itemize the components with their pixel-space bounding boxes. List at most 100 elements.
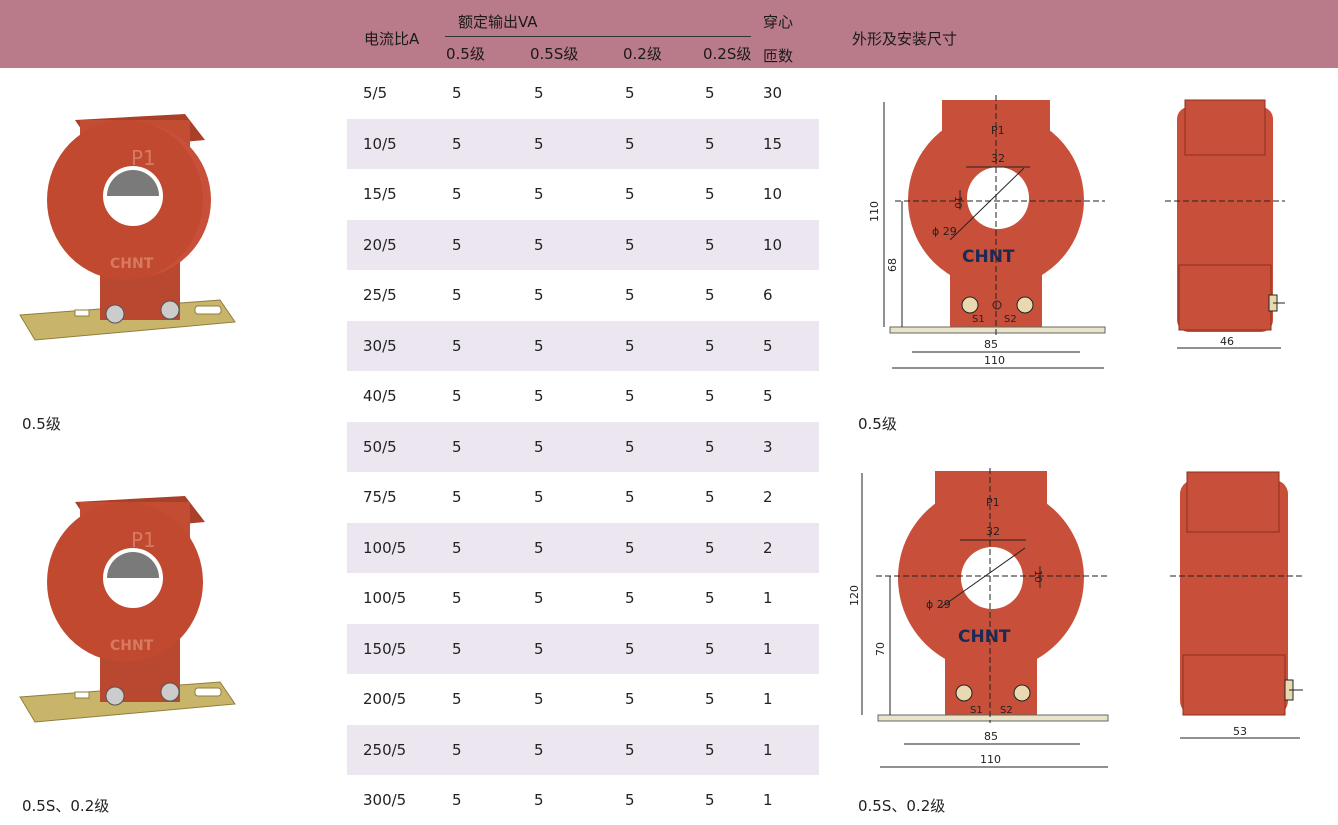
cell-c02s: 5 [705, 437, 715, 456]
cell-turns: 2 [763, 488, 773, 506]
brand-label: CHNT [962, 247, 1015, 267]
cell-c02: 5 [625, 639, 635, 658]
cell-c05s: 5 [534, 740, 544, 759]
table-row: 15/5 5 5 5 5 10 [347, 169, 819, 219]
turns-header-bottom: 匝数 [763, 47, 794, 65]
table-row: 50/5 5 5 5 5 3 [347, 421, 819, 472]
cell-c02: 5 [625, 538, 635, 557]
cell-c05: 5 [452, 791, 462, 809]
cell-c05: 5 [452, 538, 462, 557]
cell-c05: 5 [452, 185, 462, 203]
cell-c02s: 5 [705, 286, 715, 304]
cell-c05s: 5 [534, 488, 544, 506]
dim-phi29: ϕ 29 [926, 598, 951, 611]
table-row: 30/5 5 5 5 5 5 [347, 320, 819, 371]
dimension-drawing-bottom-side: 53 [1170, 471, 1305, 739]
cell-c05s: 5 [534, 84, 544, 102]
photo-bottom-caption: 0.5S、0.2级 [22, 797, 110, 815]
dim-phi29: ϕ 29 [932, 225, 957, 238]
cell-c05s: 5 [534, 134, 544, 153]
cell-turns: 10 [763, 185, 783, 203]
table-row: 200/5 5 5 5 5 1 [347, 674, 819, 724]
cell-c02: 5 [625, 84, 635, 102]
photo-brand-label: CHNT [110, 638, 154, 654]
cell-c02s: 5 [705, 740, 715, 759]
cell-c05: 5 [452, 84, 462, 102]
brand-label: CHNT [958, 627, 1011, 647]
table-row: 150/5 5 5 5 5 1 [347, 623, 819, 674]
transformer-photo-top: P1 CHNT [19, 114, 236, 341]
s1-label: S1 [972, 314, 985, 325]
table-row: 300/5 5 5 5 5 1 [347, 775, 819, 825]
dim-110-horizontal: 110 [984, 354, 1005, 367]
cell-c05s: 5 [534, 235, 544, 254]
cell-c02: 5 [625, 791, 635, 809]
cell-c02s: 5 [705, 690, 715, 708]
cell-turns: 6 [763, 286, 773, 304]
cell-c02s: 5 [705, 134, 715, 153]
dim-70: 70 [874, 642, 887, 656]
cell-ratio: 30/5 [363, 336, 397, 355]
cell-c05: 5 [452, 286, 462, 304]
cell-c02s: 5 [705, 84, 715, 102]
cell-ratio: 15/5 [363, 185, 397, 203]
cell-ratio: 20/5 [363, 235, 397, 254]
cell-c05s: 5 [534, 639, 544, 658]
s2-label: S2 [1000, 705, 1013, 716]
cell-c02: 5 [625, 185, 635, 203]
dim-32: 32 [991, 152, 1005, 165]
cell-c05s: 5 [534, 437, 544, 456]
cell-ratio: 150/5 [363, 639, 407, 658]
cell-c02: 5 [625, 589, 635, 607]
cell-c02: 5 [625, 690, 635, 708]
cell-turns: 1 [763, 639, 773, 658]
cell-turns: 5 [763, 336, 773, 355]
cell-c02s: 5 [705, 235, 715, 254]
cell-ratio: 5/5 [363, 84, 388, 102]
cell-c05: 5 [452, 336, 462, 355]
cell-c05s: 5 [534, 690, 544, 708]
cell-ratio: 75/5 [363, 488, 397, 506]
cell-c05s: 5 [534, 185, 544, 203]
table-row: 100/5 5 5 5 5 1 [347, 573, 819, 623]
cell-c02: 5 [625, 387, 635, 405]
class-02-header: 0.2级 [623, 45, 662, 63]
class-02s-header: 0.2S级 [703, 45, 752, 63]
cell-turns: 30 [763, 84, 783, 102]
cell-ratio: 300/5 [363, 791, 407, 809]
dimension-drawing-top-front: P1 32 10 ϕ 29 CHNT S1 S2 110 68 85 110 [868, 95, 1106, 369]
photo-top-caption: 0.5级 [22, 415, 61, 433]
cell-turns: 1 [763, 791, 773, 809]
cell-c02s: 5 [705, 639, 715, 658]
cell-ratio: 250/5 [363, 740, 407, 759]
dimension-drawing-bottom-front: P1 32 10 ϕ 29 CHNT S1 S2 120 70 85 110 [848, 468, 1110, 768]
dim-32: 32 [986, 525, 1000, 538]
table-row: 75/5 5 5 5 5 2 [347, 472, 819, 522]
cell-c05s: 5 [534, 286, 544, 304]
cell-c02s: 5 [705, 387, 715, 405]
dim-10: 10 [952, 196, 963, 209]
dim-46: 46 [1220, 335, 1234, 348]
cell-c05: 5 [452, 235, 462, 254]
ratio-header: 电流比A [364, 30, 420, 48]
cell-c05: 5 [452, 488, 462, 506]
p1-label: P1 [986, 496, 1000, 509]
table-row: 5/5 5 5 5 5 30 [347, 68, 819, 118]
header-divider [445, 36, 751, 37]
cell-c02s: 5 [705, 488, 715, 506]
class-05-header: 0.5级 [446, 45, 485, 63]
cell-c02: 5 [625, 488, 635, 506]
cell-ratio: 100/5 [363, 589, 407, 607]
photo-p1-label: P1 [131, 528, 156, 552]
transformer-photo-bottom: P1 CHNT [19, 496, 236, 723]
cell-c05s: 5 [534, 336, 544, 355]
table-row: 100/5 5 5 5 5 2 [347, 522, 819, 573]
s1-label: S1 [970, 705, 983, 716]
dim-120: 120 [848, 585, 861, 606]
cell-c02s: 5 [705, 791, 715, 809]
cell-c02: 5 [625, 235, 635, 254]
cell-c05: 5 [452, 639, 462, 658]
p1-label: P1 [991, 124, 1005, 137]
dim-85: 85 [984, 338, 998, 351]
dim-53: 53 [1233, 725, 1247, 738]
